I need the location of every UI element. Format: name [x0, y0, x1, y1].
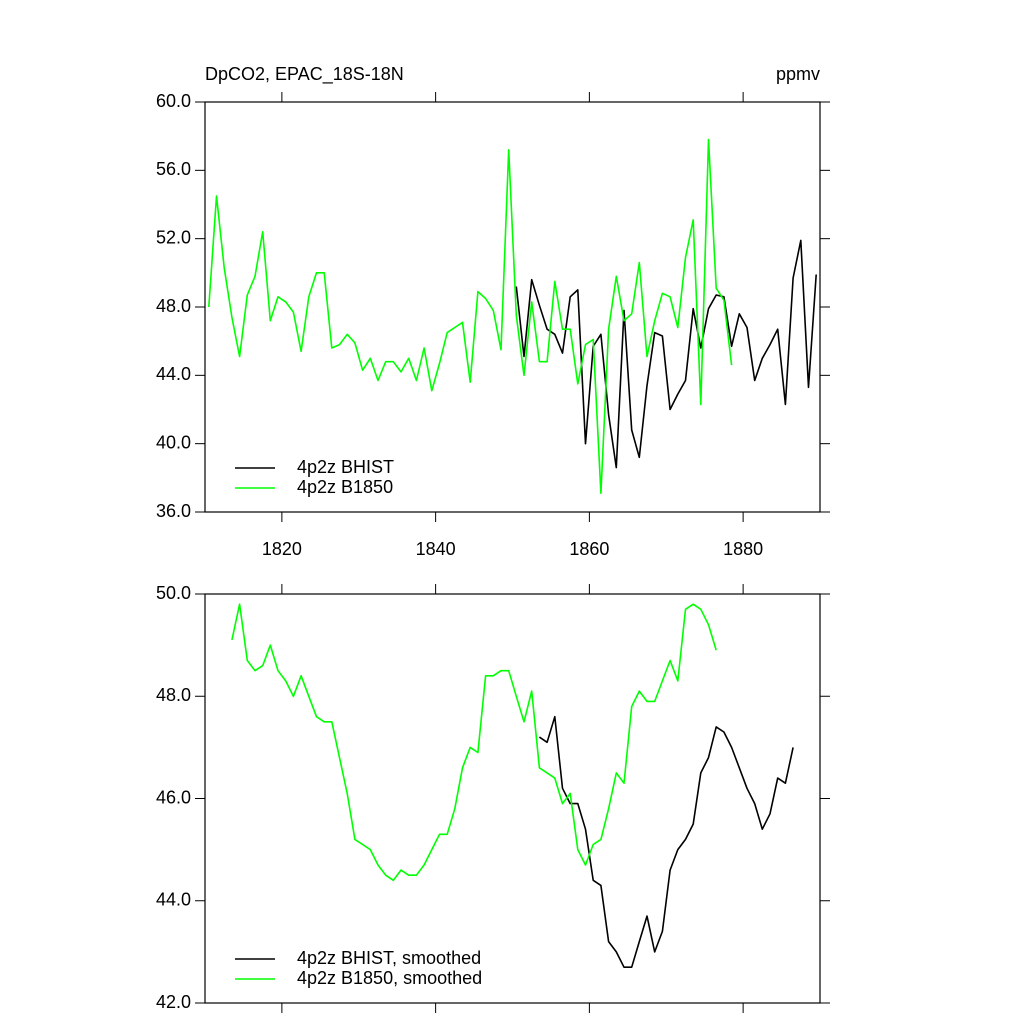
- legend-label: 4p2z B1850: [297, 477, 393, 497]
- legend-label: 4p2z BHIST: [297, 457, 394, 477]
- y-tick-label: 48.0: [156, 685, 191, 705]
- legend-label: 4p2z BHIST, smoothed: [297, 948, 481, 968]
- y-tick-label: 50.0: [156, 583, 191, 603]
- series-line: [208, 138, 733, 495]
- plot-frame: [204, 101, 821, 513]
- y-tick-label: 60.0: [156, 91, 191, 111]
- y-tick-label: 36.0: [156, 501, 191, 521]
- x-tick-label: 1860: [569, 539, 609, 559]
- y-tick-label: 40.0: [156, 432, 191, 452]
- y-tick-label: 46.0: [156, 787, 191, 807]
- units-label: ppmv: [776, 64, 820, 84]
- y-tick-label: 44.0: [156, 890, 191, 910]
- y-tick-label: 44.0: [156, 364, 191, 384]
- series-line: [231, 603, 717, 882]
- series-line: [538, 715, 794, 969]
- chart-title: DpCO2, EPAC_18S-18N: [205, 64, 404, 85]
- plot-frame: [204, 593, 821, 1004]
- y-tick-label: 52.0: [156, 227, 191, 247]
- x-tick-label: 1880: [723, 539, 763, 559]
- x-tick-label: 1840: [416, 539, 456, 559]
- y-tick-label: 42.0: [156, 992, 191, 1012]
- y-tick-label: 56.0: [156, 159, 191, 179]
- series-line: [515, 239, 817, 469]
- y-tick-label: 48.0: [156, 296, 191, 316]
- x-tick-label: 1820: [262, 539, 302, 559]
- legend-label: 4p2z B1850, smoothed: [297, 968, 482, 988]
